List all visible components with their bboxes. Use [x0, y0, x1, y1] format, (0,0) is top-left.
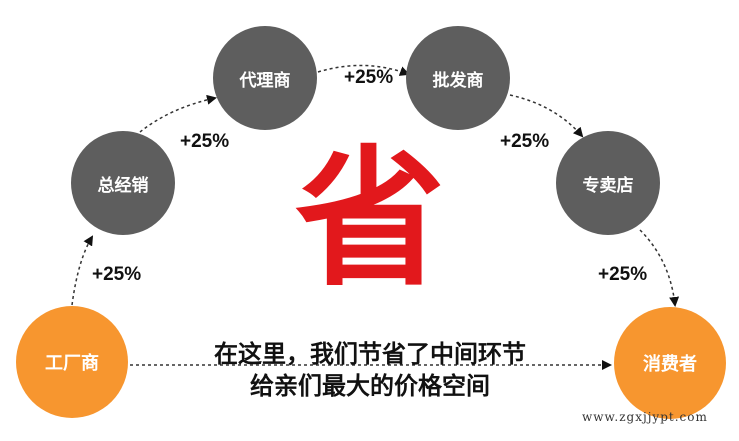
caption-line-2: 给亲们最大的价格空间 — [250, 372, 490, 400]
arrow-wholesaler-to-store — [509, 94, 584, 138]
save-character: 省 — [295, 133, 446, 307]
watermark: www.zgxjjypt.com — [582, 410, 708, 424]
markup-label: +25% — [180, 131, 230, 152]
arrow-factory-to-distributor — [71, 235, 94, 306]
arrow-store-to-consumer — [639, 229, 680, 307]
markup-label: +25% — [500, 131, 550, 152]
node-distributor: 总经销 — [71, 131, 175, 235]
markup-label: +25% — [598, 264, 648, 285]
caption-line-1: 在这里，我们节省了中间环节 — [214, 340, 526, 368]
arrow-distributor-to-agent — [139, 94, 217, 133]
node-agent: 代理商 — [213, 26, 317, 130]
markup-label: +25% — [92, 264, 142, 285]
node-store: 专卖店 — [556, 131, 660, 235]
markup-label: +25% — [344, 67, 394, 88]
node-consumer: 消费者 — [614, 307, 726, 419]
node-wholesaler: 批发商 — [406, 26, 510, 130]
node-factory: 工厂商 — [16, 306, 128, 418]
